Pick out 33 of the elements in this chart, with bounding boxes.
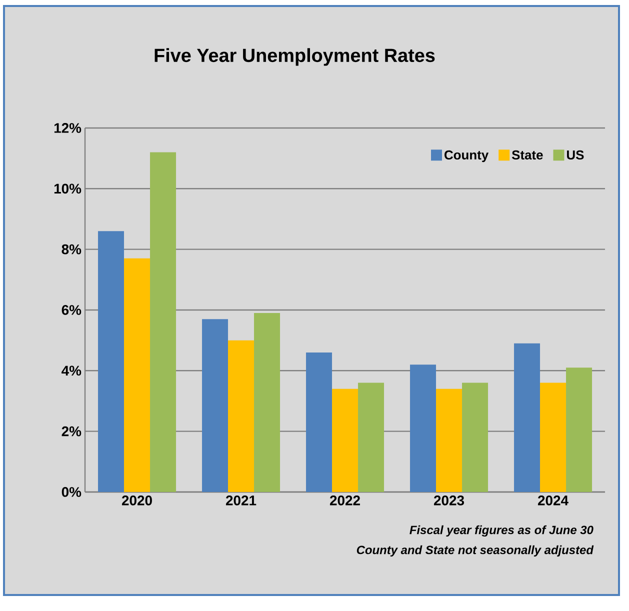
bar xyxy=(228,340,254,492)
y-tick-label: 12% xyxy=(54,123,82,133)
legend-label: State xyxy=(512,150,543,160)
bar xyxy=(306,352,332,492)
x-tick-label: 2022 xyxy=(330,495,360,506)
bar xyxy=(332,388,358,492)
bar xyxy=(150,152,176,492)
text: County and State not seasonally adjusted xyxy=(356,545,594,557)
x-tick-label: 2021 xyxy=(226,495,256,506)
bar xyxy=(98,231,124,492)
x-tick-label: 2024 xyxy=(538,495,568,506)
chart-title: Five Year Unemployment Rates xyxy=(154,48,435,66)
y-tick-label: 8% xyxy=(62,244,82,254)
x-tick-label: 2023 xyxy=(434,495,464,506)
bar xyxy=(254,313,280,492)
y-tick-label: 0% xyxy=(62,487,82,497)
text: Fiscal year figures as of June 30 xyxy=(410,525,594,537)
y-tick-label: 2% xyxy=(62,426,82,436)
bar xyxy=(514,343,540,492)
legend-label: US xyxy=(567,150,584,160)
bar xyxy=(436,388,462,492)
legend-label: County xyxy=(444,150,489,162)
y-tick-label: 6% xyxy=(62,305,82,315)
bar xyxy=(124,258,150,492)
bar xyxy=(566,368,592,492)
y-tick-label: 4% xyxy=(62,366,82,376)
bar xyxy=(462,382,488,492)
x-tick-label: 2020 xyxy=(122,495,152,506)
y-tick-label: 10% xyxy=(54,184,82,194)
bar xyxy=(540,382,566,492)
bar xyxy=(358,382,384,492)
bar xyxy=(202,319,228,492)
bar xyxy=(410,364,436,492)
